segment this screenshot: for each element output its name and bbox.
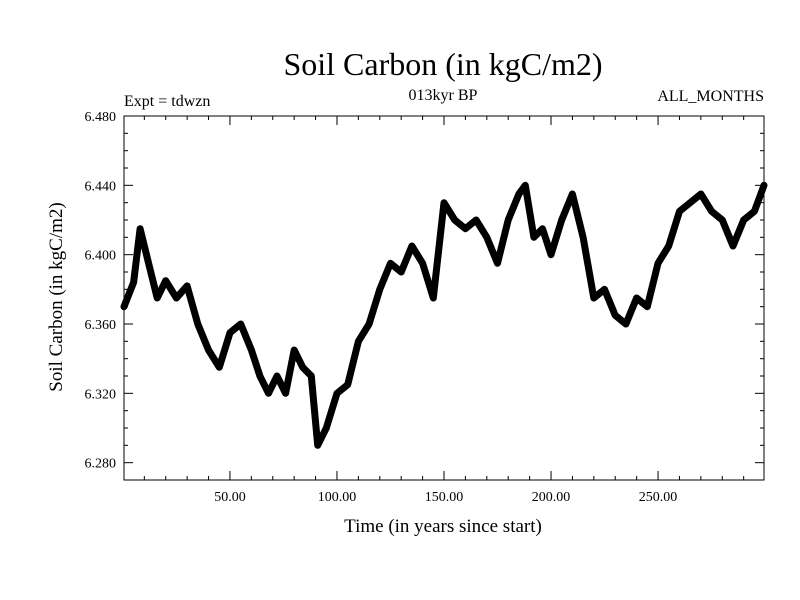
y-tick-label: 6.480 [85, 110, 117, 125]
series-line [120, 181, 768, 449]
y-tick-label: 6.360 [85, 318, 117, 333]
y-tick-label: 6.280 [85, 457, 117, 472]
experiment-note: Expt = tdwzn [124, 93, 210, 110]
y-tick-label: 6.400 [85, 249, 117, 264]
plot-frame [123, 115, 765, 481]
chart-title: Soil Carbon (in kgC/m2) [283, 46, 602, 82]
x-tick-label: 100.00 [318, 490, 357, 505]
y-tick-label: 6.440 [85, 179, 117, 194]
x-tick-label: 250.00 [639, 490, 678, 505]
x-tick-label: 200.00 [532, 490, 571, 505]
plot-area: 50.00 100.00 150.00 200.00 250.00 6.280 6.320 6… [85, 110, 768, 505]
chart-subtitle: 013kyr BP [409, 87, 478, 104]
x-tick-label: 50.00 [214, 490, 246, 505]
x-tick-label: 150.00 [425, 490, 464, 505]
months-note: ALL_MONTHS [657, 88, 764, 105]
y-tick-label: 6.320 [85, 387, 117, 402]
x-axis-label: Time (in years since start) [344, 516, 542, 537]
y-axis-label: Soil Carbon (in kgC/m2) [46, 202, 67, 391]
